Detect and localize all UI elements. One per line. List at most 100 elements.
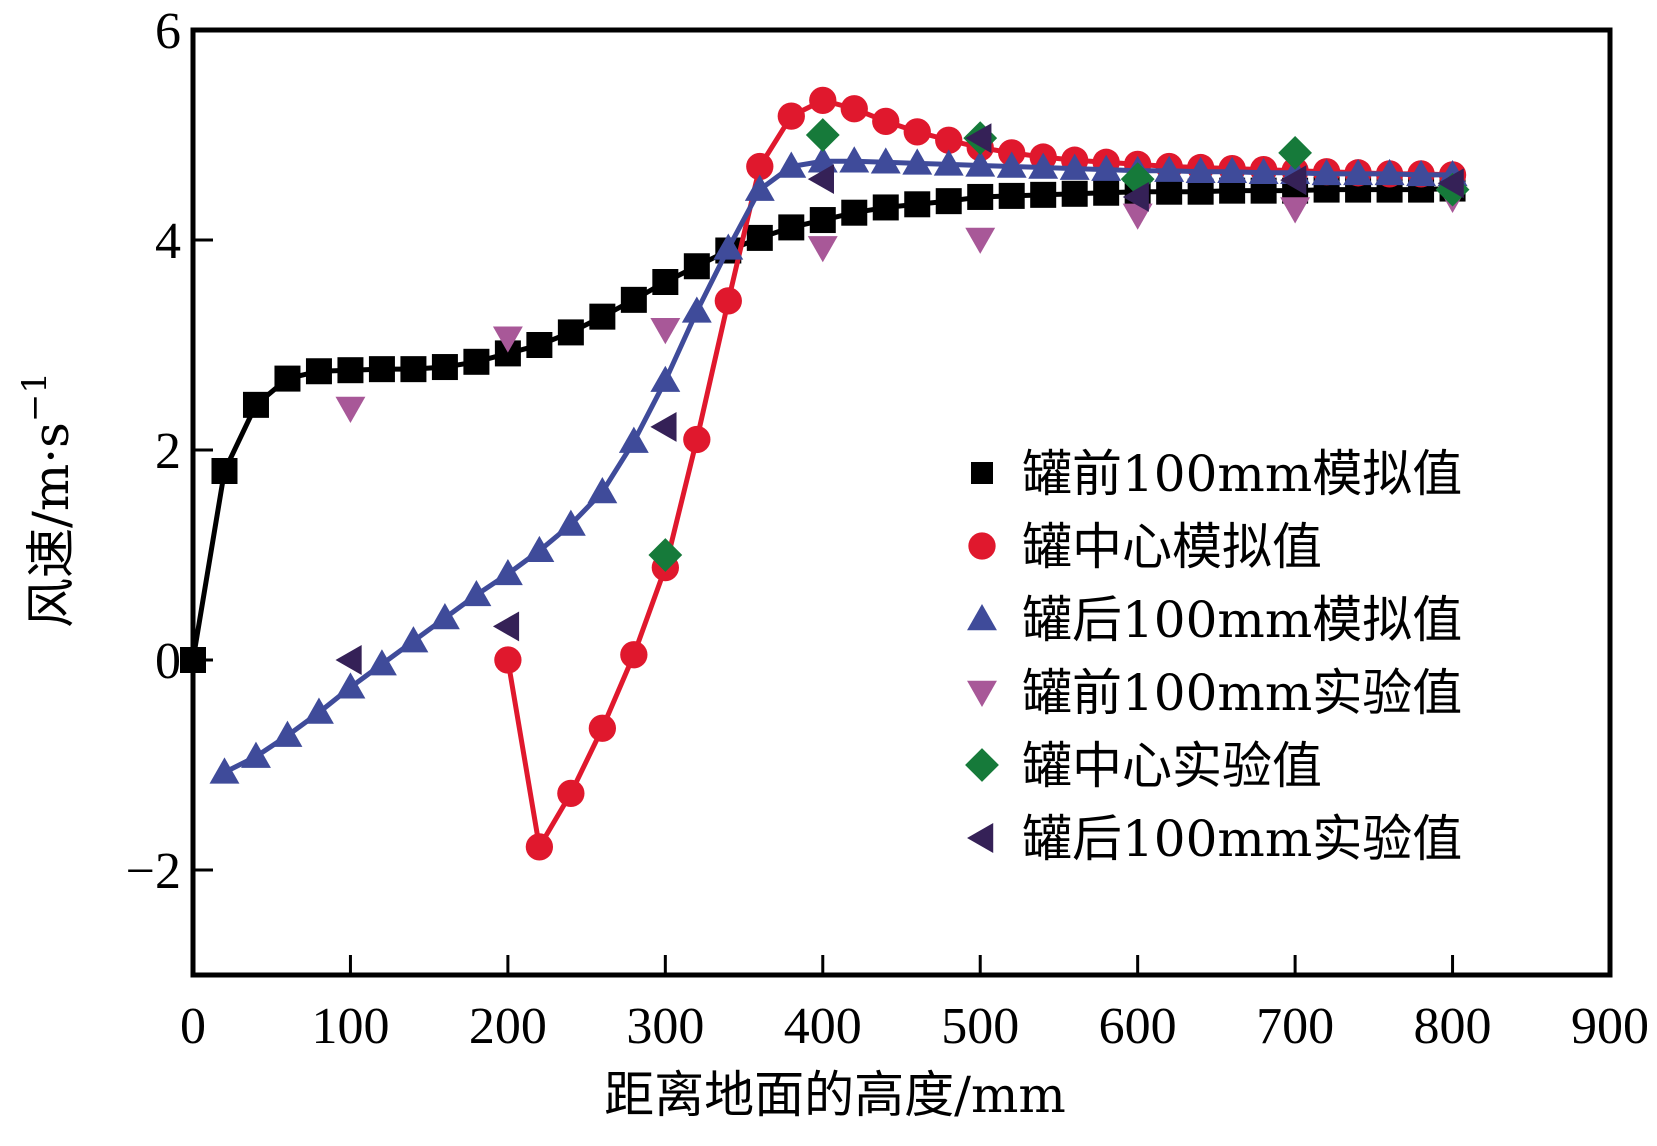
y-tick-label: −2: [126, 843, 181, 900]
data-point: [431, 354, 458, 381]
data-point: [492, 611, 520, 642]
data-point: [650, 318, 681, 345]
data-point: [967, 183, 994, 210]
legend-item: 罐前100mm实验值: [967, 664, 1462, 722]
data-point: [1122, 182, 1149, 212]
data-point: [902, 148, 933, 175]
data-point: [777, 102, 805, 130]
data-point: [933, 149, 964, 176]
data-point: [241, 741, 271, 768]
y-axis-title-text: 风速/m·s: [22, 422, 80, 628]
data-point: [841, 199, 868, 226]
legend-label: 罐前100mm实验值: [1022, 664, 1462, 722]
data-point: [1343, 158, 1374, 186]
x-tick-label: 600: [1099, 998, 1177, 1055]
data-point: [1280, 197, 1311, 224]
data-point: [620, 286, 647, 313]
data-point: [807, 146, 838, 173]
data-point: [965, 150, 996, 177]
data-point: [1406, 159, 1437, 187]
x-tick-label: 200: [469, 998, 547, 1055]
data-point: [366, 649, 397, 676]
legend-item: 罐后100mm实验值: [967, 810, 1462, 868]
data-point: [557, 319, 584, 346]
data-point: [1156, 178, 1183, 205]
x-tick-label: 400: [784, 998, 862, 1055]
data-point: [965, 123, 992, 154]
x-tick-label: 900: [1571, 998, 1649, 1055]
legend-marker-icon: [967, 680, 997, 707]
x-tick-label: 700: [1256, 998, 1334, 1055]
legend-label: 罐前100mm模拟值: [1022, 445, 1462, 503]
data-point: [335, 396, 366, 423]
data-point: [400, 356, 427, 383]
y-tick-label: 4: [155, 213, 181, 270]
legend: 罐前100mm模拟值罐中心模拟值罐后100mm模拟值罐前100mm实验值罐中心实…: [965, 445, 1462, 868]
legend-item: 罐后100mm模拟值: [967, 591, 1462, 649]
plot-frame: [190, 27, 1613, 978]
y-axis-title: 风速/m·s−1: [15, 372, 80, 628]
data-point: [1187, 178, 1214, 205]
data-point: [998, 182, 1025, 209]
series-6: [335, 123, 1464, 675]
data-point: [807, 236, 838, 263]
legend-label: 罐中心模拟值: [1022, 518, 1322, 576]
y-tick-label: 2: [155, 423, 181, 480]
data-point: [461, 579, 492, 607]
data-point: [618, 426, 649, 453]
x-axis: 0 100 200 300 400 500 600 700 800 900: [180, 955, 1649, 1055]
y-axis-title-superscript: −1: [15, 372, 55, 422]
data-point: [872, 107, 900, 135]
data-point: [935, 188, 962, 215]
series-4: [335, 186, 1468, 423]
data-point: [1122, 203, 1153, 230]
data-point: [463, 348, 490, 375]
data-point: [713, 233, 744, 260]
x-tick-label: 100: [311, 998, 389, 1055]
data-point: [368, 356, 395, 383]
data-point: [903, 118, 931, 146]
data-point: [492, 558, 523, 586]
data-point: [809, 86, 837, 114]
legend-marker-icon: [965, 748, 999, 782]
data-point: [840, 95, 868, 123]
legend-label: 罐后100mm模拟值: [1022, 591, 1462, 649]
legend-marker-icon: [967, 823, 994, 853]
series-layer: [180, 86, 1470, 861]
data-point: [557, 779, 585, 807]
legend-item: 罐前100mm模拟值: [971, 445, 1462, 503]
data-point: [555, 509, 586, 536]
data-point: [1091, 154, 1122, 181]
data-point: [683, 425, 711, 454]
data-point: [744, 174, 775, 201]
legend-marker-icon: [971, 462, 993, 484]
data-point: [494, 646, 522, 674]
data-point: [1437, 168, 1464, 199]
y-axis: −2 0 2 4 6: [126, 3, 213, 900]
data-point: [398, 626, 429, 653]
data-point: [681, 296, 712, 323]
data-point: [807, 164, 834, 195]
data-point: [809, 207, 836, 234]
data-point: [242, 391, 269, 418]
data-point: [1061, 180, 1088, 207]
data-point: [683, 253, 710, 280]
data-point: [588, 714, 617, 742]
data-point: [872, 194, 899, 221]
data-point: [1374, 158, 1405, 186]
data-point: [652, 269, 679, 295]
data-point: [904, 191, 931, 218]
data-point: [648, 538, 683, 572]
data-point: [1248, 157, 1279, 185]
data-point: [746, 224, 773, 251]
data-point: [211, 458, 238, 484]
data-point: [429, 603, 460, 630]
data-point: [650, 411, 677, 442]
data-point: [1059, 153, 1090, 180]
data-point: [525, 833, 554, 861]
legend-label: 罐中心实验值: [1022, 737, 1322, 795]
x-tick-label: 500: [941, 998, 1019, 1055]
data-point: [274, 365, 301, 392]
data-point: [1217, 156, 1248, 183]
